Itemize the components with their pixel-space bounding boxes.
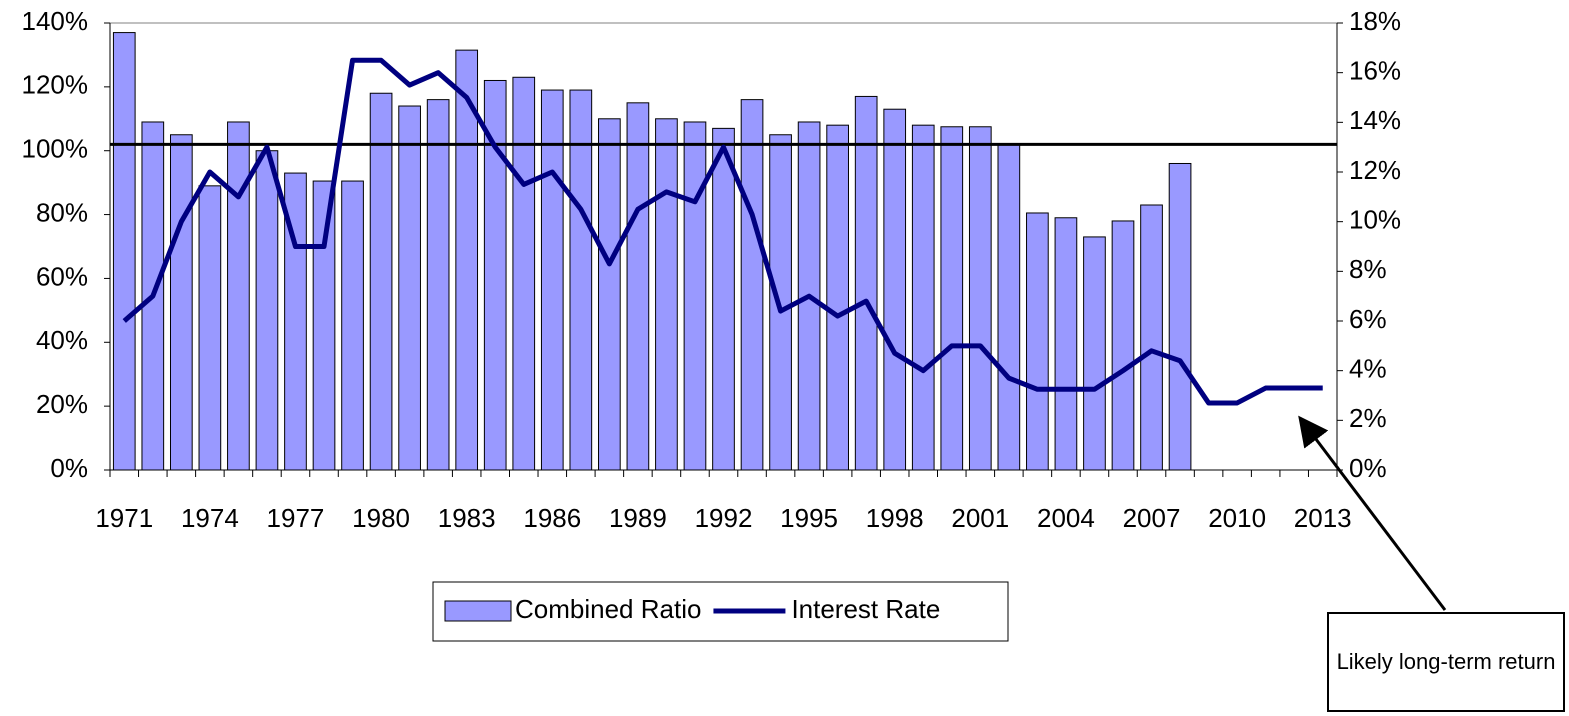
x-tick-label: 1998 bbox=[866, 503, 924, 533]
y-tick-label: 120% bbox=[22, 70, 89, 100]
x-tick-label: 1995 bbox=[780, 503, 838, 533]
y-tick-label: 20% bbox=[36, 389, 88, 419]
bar bbox=[569, 89, 593, 471]
annotation-arrow bbox=[1298, 415, 1447, 611]
bar bbox=[1083, 236, 1106, 471]
bar bbox=[1054, 217, 1078, 471]
bar bbox=[312, 180, 336, 471]
bar bbox=[740, 99, 764, 471]
y2-tick-label: 8% bbox=[1349, 254, 1387, 284]
x-tick-label: 2001 bbox=[951, 503, 1009, 533]
y-tick-label: 40% bbox=[36, 325, 88, 355]
y2-tick-label: 0% bbox=[1349, 453, 1387, 483]
x-tick-label: 2010 bbox=[1208, 503, 1266, 533]
annotation: Likely long-term return bbox=[1327, 612, 1565, 712]
bar bbox=[683, 121, 707, 471]
y2-tick-label: 16% bbox=[1349, 56, 1401, 86]
bar bbox=[540, 89, 564, 471]
bar bbox=[826, 124, 849, 471]
x-tick-label: 2007 bbox=[1123, 503, 1181, 533]
y-tick-label: 140% bbox=[22, 6, 89, 36]
y2-tick-label: 14% bbox=[1349, 105, 1401, 135]
bar bbox=[626, 102, 650, 471]
y2-tick-label: 10% bbox=[1349, 205, 1401, 235]
bar bbox=[598, 118, 621, 471]
x-tick-label: 1980 bbox=[352, 503, 410, 533]
bar bbox=[169, 134, 193, 471]
x-tick-label: 1986 bbox=[523, 503, 581, 533]
bar bbox=[341, 180, 364, 471]
legend-label: Combined Ratio bbox=[515, 594, 701, 624]
y2-tick-label: 18% bbox=[1349, 6, 1401, 36]
bar bbox=[911, 124, 935, 471]
x-tick-label: 2004 bbox=[1037, 503, 1095, 533]
x-tick-label: 1977 bbox=[267, 503, 325, 533]
bar bbox=[198, 185, 222, 471]
x-tick-label: 1971 bbox=[95, 503, 153, 533]
x-tick-label: 1974 bbox=[181, 503, 239, 533]
y2-tick-label: 6% bbox=[1349, 304, 1387, 334]
bar bbox=[112, 32, 136, 471]
bar bbox=[1140, 204, 1163, 471]
line bbox=[122, 57, 1323, 406]
bar bbox=[854, 95, 878, 471]
bar bbox=[968, 126, 992, 471]
bar bbox=[369, 92, 393, 471]
legend-label: Interest Rate bbox=[791, 594, 940, 624]
x-tick-label: 2013 bbox=[1294, 503, 1352, 533]
y-tick-label: 60% bbox=[36, 261, 88, 291]
y-tick-label: 100% bbox=[22, 134, 89, 164]
y-tick-label: 0% bbox=[50, 453, 88, 483]
x-tick-label: 1983 bbox=[438, 503, 496, 533]
legend-swatch bbox=[444, 600, 512, 622]
bar bbox=[940, 126, 964, 471]
bar bbox=[883, 108, 907, 471]
y-tick-label: 80% bbox=[36, 197, 88, 227]
bar bbox=[398, 105, 421, 471]
bar bbox=[1026, 212, 1049, 471]
bar bbox=[255, 150, 279, 471]
bar bbox=[227, 121, 250, 471]
bar bbox=[426, 99, 450, 471]
bar bbox=[512, 76, 536, 471]
x-tick-label: 1989 bbox=[609, 503, 667, 533]
bar bbox=[712, 127, 735, 471]
y2-tick-label: 4% bbox=[1349, 354, 1387, 384]
bar bbox=[1168, 162, 1192, 471]
x-tick-label: 1992 bbox=[695, 503, 753, 533]
y2-tick-label: 12% bbox=[1349, 155, 1401, 185]
y2-tick-label: 2% bbox=[1349, 403, 1387, 433]
bar bbox=[997, 143, 1021, 471]
bar bbox=[655, 118, 678, 471]
bar bbox=[1111, 220, 1135, 471]
